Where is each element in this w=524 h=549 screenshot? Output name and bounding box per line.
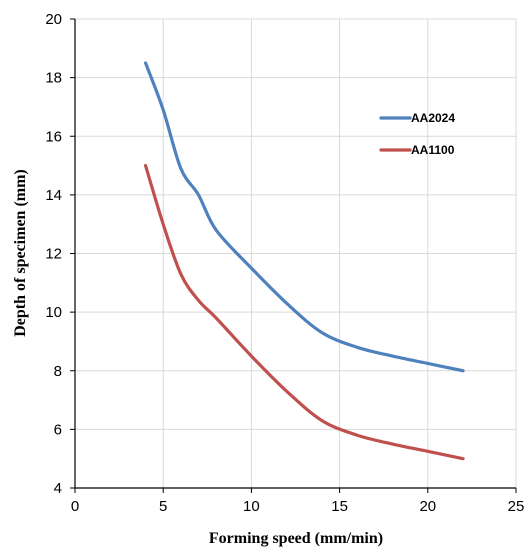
x-tick-label: 5 (159, 498, 167, 515)
y-tick-label: 6 (54, 421, 62, 438)
y-tick-label: 18 (45, 70, 62, 87)
legend-label-aa2024: AA2024 (411, 111, 455, 125)
series-line-aa1100 (143, 163, 465, 461)
legend: AA2024 AA1100 (379, 111, 455, 157)
grid-lines (75, 18, 517, 488)
x-axis-label: Forming speed (mm/min) (209, 530, 383, 547)
y-tick-label: 12 (45, 246, 62, 263)
x-tick-label: 20 (419, 498, 436, 515)
y-tick-labels: 4 6 8 10 12 14 16 18 20 (45, 11, 62, 497)
x-tick-label: 0 (71, 498, 79, 515)
series-lines (143, 61, 465, 461)
x-tick-label: 25 (508, 498, 524, 515)
series-line-aa2024 (143, 61, 465, 373)
x-tick-label: 15 (331, 498, 348, 515)
x-tick-label: 10 (243, 498, 260, 515)
y-tick-label: 8 (54, 363, 62, 380)
y-tick-label: 4 (54, 480, 62, 497)
x-tick-labels: 0 5 10 15 20 25 (71, 498, 524, 515)
y-tick-label: 16 (45, 128, 62, 145)
legend-label-aa1100: AA1100 (411, 143, 455, 157)
y-axis-label: Depth of specimen (mm) (12, 169, 29, 337)
axes (70, 18, 517, 493)
y-tick-label: 20 (45, 11, 62, 28)
y-tick-label: 14 (45, 187, 62, 204)
y-tick-label: 10 (45, 304, 62, 321)
